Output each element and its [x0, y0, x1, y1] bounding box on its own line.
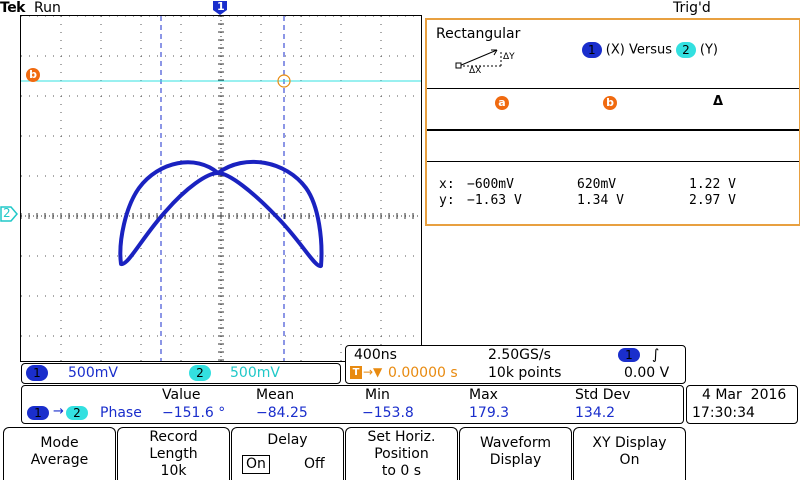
- cursor-readout-panel: Rectangular ΔX ΔY 1 (X) Versus 2 (Y) a b…: [425, 18, 800, 226]
- ch1-scale[interactable]: 500mV: [68, 365, 118, 381]
- x-source-text: (X) Versus: [605, 42, 672, 58]
- menu-line2: Position: [374, 446, 429, 462]
- divider: [427, 88, 799, 89]
- ch1-trigger-position-marker[interactable]: 1: [212, 0, 228, 16]
- cursor-b-icon: b: [603, 96, 617, 110]
- xy-waveform-trace: [118, 159, 324, 268]
- xy-source-line: 1 (X) Versus 2 (Y): [582, 42, 718, 58]
- cursor-a-value: −1.63 V: [467, 193, 522, 208]
- menu-mode-button[interactable]: Mode Average: [3, 427, 116, 480]
- date: 4 Mar 2016: [702, 387, 787, 403]
- menu-line3: 10k: [160, 463, 187, 479]
- delta-value: 1.22 V: [689, 177, 736, 192]
- brand-logo: Tek: [0, 0, 26, 16]
- graticule-grid: [21, 16, 421, 361]
- ch2-badge[interactable]: 2: [189, 365, 211, 381]
- cursor-a-icon: a: [495, 96, 509, 110]
- menu-line1: Mode: [40, 435, 79, 451]
- sample-rate: 2.50GS/s: [488, 347, 551, 363]
- menu-record-length-button[interactable]: Record Length 10k: [117, 427, 230, 480]
- cursor-b-icon: b: [26, 68, 40, 82]
- ch2-ground-marker[interactable]: 2: [0, 206, 18, 222]
- row-label: x:: [439, 177, 455, 192]
- measurement-name: Phase: [100, 405, 142, 421]
- header-std-dev: Std Dev: [575, 387, 631, 403]
- menu-line1: Waveform: [479, 435, 552, 451]
- menu-line3: to 0 s: [381, 463, 422, 479]
- marker-label: 1: [217, 0, 225, 13]
- menu-line2: Length: [149, 446, 198, 462]
- trigger-slope-icon: ∫: [652, 347, 660, 363]
- row-label: y:: [439, 193, 455, 208]
- trigger-level: 0.00 V: [624, 365, 670, 381]
- menu-waveform-display-button[interactable]: Waveform Display: [459, 427, 572, 480]
- menu-line1: Delay: [267, 432, 308, 448]
- position-arrow-icon: →▼: [363, 365, 383, 379]
- timebase-panel[interactable]: 400ns 2.50GS/s 1 ∫ T →▼ 0.00000 s 10k po…: [345, 345, 686, 384]
- delta-y-label: ΔY: [503, 52, 515, 62]
- measurement-max: 179.3: [469, 405, 510, 421]
- marker-label: 2: [3, 206, 11, 220]
- y-source-text: (Y): [699, 42, 718, 58]
- header-max: Max: [469, 387, 498, 403]
- cursor-b-marker[interactable]: b: [26, 63, 40, 82]
- divider: [427, 161, 799, 162]
- delta-icon: Δ: [713, 94, 724, 109]
- menu-set-horiz-position-button[interactable]: Set Horiz. Position to 0 s: [345, 427, 458, 480]
- trigger-position-marker-icon: [213, 1, 227, 15]
- menu-line2: On: [619, 452, 640, 468]
- cursor-intersection-marker: [277, 74, 291, 88]
- horizontal-position: 0.00000 s: [388, 365, 458, 381]
- measurement-mean: −84.25: [256, 405, 308, 421]
- time: 17:30:34: [692, 405, 755, 421]
- record-length: 10k points: [488, 365, 562, 381]
- delta-x-label: ΔX: [469, 66, 482, 76]
- channel-scale-bar: 1 500mV 2 500mV: [21, 363, 341, 384]
- meas-source1-badge: 1: [27, 406, 49, 420]
- menu-line1: XY Display: [592, 435, 667, 451]
- menu-line1: Record: [149, 429, 198, 445]
- waveform-graticule[interactable]: [20, 15, 422, 362]
- arrow-icon: →: [53, 404, 64, 419]
- cursor-a-value: −600mV: [467, 177, 514, 192]
- ch1-badge: 1: [582, 42, 602, 58]
- cursor-mode-label: Rectangular: [436, 26, 521, 42]
- delay-on-option[interactable]: On: [242, 455, 270, 474]
- menu-delay-button[interactable]: Delay On Off: [231, 427, 344, 480]
- menu-line2: Average: [30, 452, 89, 468]
- trigger-status: Trig'd: [673, 0, 711, 16]
- header-value: Value: [162, 387, 201, 403]
- divider: [427, 129, 799, 131]
- date-time-panel: 4 Mar 2016 17:30:34: [686, 385, 798, 424]
- trigger-point-icon: T: [350, 366, 362, 379]
- measurement-min: −153.8: [362, 405, 414, 421]
- measurement-panel[interactable]: Value Mean Min Max Std Dev 1 → 2 Phase −…: [21, 385, 684, 424]
- meas-source2-badge: 2: [66, 406, 88, 420]
- header-mean: Mean: [256, 387, 295, 403]
- cursor-b-value: 620mV: [577, 177, 617, 192]
- measurement-value: −151.6 °: [162, 405, 226, 421]
- cursor-b-value: 1.34 V: [577, 193, 624, 208]
- time-per-div: 400ns: [354, 347, 397, 363]
- menu-xy-display-button[interactable]: XY Display On: [573, 427, 686, 480]
- header-min: Min: [365, 387, 390, 403]
- rectangular-cursor-icon: [455, 49, 502, 69]
- trigger-source-badge: 1: [618, 348, 640, 362]
- ch1-badge[interactable]: 1: [26, 365, 48, 381]
- ch2-scale[interactable]: 500mV: [230, 365, 280, 381]
- measurement-std-dev: 134.2: [575, 405, 616, 421]
- delay-off-option[interactable]: Off: [304, 456, 325, 472]
- run-status: Run: [34, 0, 61, 16]
- delta-value: 2.97 V: [689, 193, 736, 208]
- menu-line2: Display: [489, 452, 542, 468]
- ch2-badge: 2: [676, 42, 696, 58]
- menu-line1: Set Horiz.: [367, 429, 436, 445]
- ch2-ground-marker-icon: [0, 206, 18, 222]
